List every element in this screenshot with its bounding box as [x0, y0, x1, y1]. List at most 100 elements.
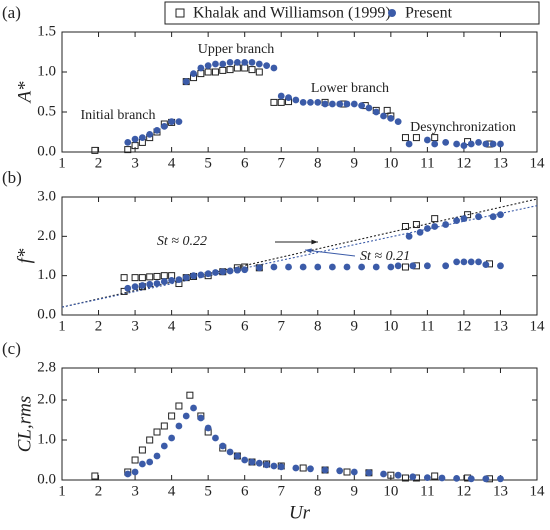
- y-tick-label: 2.0: [37, 228, 56, 244]
- circle-point: [197, 271, 205, 279]
- circle-point: [372, 108, 380, 116]
- x-tick-label: 2: [95, 483, 103, 499]
- square-point: [91, 472, 99, 480]
- circle-point: [248, 458, 256, 466]
- reference-line: [61, 198, 538, 308]
- circle-point: [255, 264, 263, 272]
- x-tick-label: 3: [131, 318, 139, 334]
- circle-point: [497, 140, 504, 148]
- x-tick-label: 4: [168, 155, 176, 171]
- circle-point: [438, 474, 446, 482]
- circle-point: [365, 104, 373, 112]
- circle-point: [467, 140, 475, 148]
- y-tick-label: 1.0: [37, 63, 56, 79]
- x-tick-label: 11: [420, 483, 434, 499]
- circle-point: [160, 278, 168, 285]
- x-tick-label: 1: [58, 318, 66, 334]
- y-tick-label: 1.0: [37, 267, 56, 283]
- circle-point: [131, 468, 139, 476]
- y-tick-label: 2.0: [37, 391, 56, 407]
- legend-marker: [175, 8, 185, 18]
- x-tick-label: 2: [95, 155, 103, 171]
- circle-point: [365, 469, 373, 477]
- square-point: [146, 273, 154, 281]
- y-tick-label: 2.8: [37, 359, 56, 375]
- circle-point: [409, 262, 417, 270]
- x-tick-label: 8: [314, 318, 322, 334]
- y-tick-label: 0.0: [37, 471, 56, 487]
- circle-point: [453, 217, 461, 225]
- square-point: [138, 274, 146, 282]
- x-tick-label: 8: [314, 483, 322, 499]
- circle-point: [350, 468, 358, 476]
- circle-point: [175, 118, 183, 125]
- circle-point: [219, 268, 227, 276]
- circle-point: [475, 258, 482, 266]
- x-tick-label: 13: [493, 155, 508, 171]
- arrow: [304, 249, 356, 257]
- square-point: [412, 221, 420, 229]
- y-axis-label: f*: [14, 248, 35, 263]
- square-point: [131, 456, 139, 464]
- y-tick-label: 0.5: [37, 103, 56, 119]
- circle-point: [460, 142, 468, 150]
- circle-point: [489, 213, 497, 221]
- square-point: [175, 402, 183, 410]
- square-point: [412, 134, 420, 142]
- circle-point: [233, 59, 241, 66]
- circle-point: [416, 229, 424, 236]
- panel-label: (c): [2, 339, 21, 358]
- y-tick-label: 0.0: [37, 143, 56, 159]
- annotation: Desynchronization: [410, 120, 516, 135]
- circle-point: [497, 475, 504, 483]
- circle-point: [405, 140, 413, 148]
- circle-point: [175, 276, 183, 283]
- circle-point: [423, 474, 431, 481]
- circle-point: [124, 470, 132, 478]
- legend-label: Present: [405, 5, 453, 22]
- circle-point: [263, 461, 271, 469]
- y-tick-label: 0.0: [37, 306, 56, 322]
- square-point: [401, 223, 409, 230]
- square-point: [248, 66, 256, 74]
- x-tick-label: 6: [241, 483, 249, 499]
- x-tick-label: 12: [456, 318, 471, 334]
- circle-point: [241, 59, 249, 66]
- square-point: [138, 446, 146, 454]
- circle-point: [277, 92, 285, 100]
- circle-point: [175, 422, 183, 430]
- circle-point: [248, 59, 256, 66]
- circle-point: [336, 100, 344, 108]
- square-point: [204, 68, 212, 76]
- circle-point: [475, 213, 482, 221]
- circle-point: [241, 456, 249, 464]
- square-point: [226, 66, 234, 74]
- square-point: [431, 134, 439, 142]
- circle-point: [453, 258, 461, 266]
- square-point: [343, 468, 351, 476]
- square-point: [146, 436, 154, 444]
- circle-point: [292, 96, 300, 104]
- circle-point: [394, 262, 402, 270]
- panel: 1 2 3 4 5 6 7 8 9 10 11 12 13 140.00.51.01.5(a)A*Init…: [2, 3, 545, 172]
- panel-label: (a): [2, 3, 21, 22]
- circle-point: [482, 261, 490, 269]
- circle-point: [124, 139, 132, 146]
- circle-point: [285, 263, 292, 271]
- circle-point: [138, 460, 146, 468]
- x-axis-label: Ur: [289, 502, 311, 523]
- x-tick-label: 4: [168, 318, 176, 334]
- circle-point: [124, 284, 132, 292]
- x-tick-label: 12: [456, 155, 471, 171]
- x-tick-label: 10: [383, 155, 398, 171]
- circle-point: [442, 221, 450, 228]
- circle-point: [226, 267, 234, 275]
- circle-point: [358, 102, 366, 109]
- square-point: [186, 391, 194, 399]
- x-tick-label: 10: [383, 483, 398, 499]
- circle-point: [153, 280, 161, 287]
- circle-point: [160, 123, 168, 130]
- y-tick-label: 3.0: [37, 188, 56, 204]
- circle-point: [219, 442, 227, 450]
- circle-point: [160, 442, 168, 450]
